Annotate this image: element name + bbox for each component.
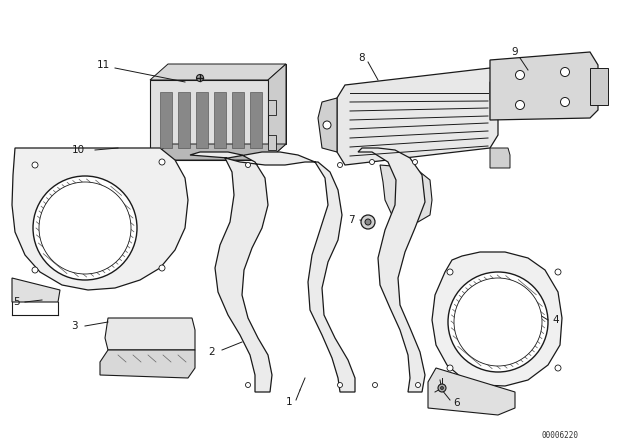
Polygon shape <box>12 278 60 302</box>
Circle shape <box>413 159 417 164</box>
Text: 1: 1 <box>285 397 292 407</box>
Circle shape <box>447 365 453 371</box>
Polygon shape <box>250 92 262 148</box>
Polygon shape <box>432 252 562 386</box>
Polygon shape <box>214 92 226 148</box>
Circle shape <box>361 215 375 229</box>
Circle shape <box>39 182 131 274</box>
Circle shape <box>337 163 342 168</box>
Text: 9: 9 <box>511 47 518 57</box>
Text: 10: 10 <box>72 145 85 155</box>
Circle shape <box>246 383 250 388</box>
Circle shape <box>323 121 331 129</box>
Text: 6: 6 <box>453 398 460 408</box>
Polygon shape <box>150 144 286 160</box>
Circle shape <box>438 384 446 392</box>
Polygon shape <box>268 135 276 150</box>
Polygon shape <box>100 350 195 378</box>
Circle shape <box>372 383 378 388</box>
Polygon shape <box>150 64 286 80</box>
Polygon shape <box>490 52 598 120</box>
Polygon shape <box>490 148 510 168</box>
Circle shape <box>415 383 420 388</box>
Circle shape <box>246 163 250 168</box>
Polygon shape <box>428 368 515 415</box>
Polygon shape <box>318 98 337 152</box>
Circle shape <box>447 269 453 275</box>
Polygon shape <box>178 92 190 148</box>
Circle shape <box>555 365 561 371</box>
Text: 8: 8 <box>358 53 365 63</box>
Circle shape <box>337 383 342 388</box>
Circle shape <box>365 219 371 225</box>
Circle shape <box>454 278 542 366</box>
Polygon shape <box>160 92 172 148</box>
Polygon shape <box>590 68 608 105</box>
Circle shape <box>440 387 444 389</box>
Polygon shape <box>232 92 244 148</box>
Text: 7: 7 <box>348 215 355 225</box>
Polygon shape <box>358 148 425 392</box>
Polygon shape <box>190 152 355 392</box>
Text: 4: 4 <box>552 315 559 325</box>
Circle shape <box>561 98 570 107</box>
Polygon shape <box>12 148 188 290</box>
Circle shape <box>196 74 204 82</box>
Circle shape <box>159 159 165 165</box>
Polygon shape <box>380 165 432 222</box>
Circle shape <box>33 176 137 280</box>
Text: 2: 2 <box>209 347 215 357</box>
Text: 00006220: 00006220 <box>541 431 579 439</box>
Circle shape <box>448 272 548 372</box>
Circle shape <box>515 70 525 79</box>
Circle shape <box>561 68 570 77</box>
Polygon shape <box>268 64 286 160</box>
Circle shape <box>369 159 374 164</box>
Polygon shape <box>150 80 268 160</box>
Circle shape <box>515 100 525 109</box>
Circle shape <box>32 267 38 273</box>
Polygon shape <box>105 318 195 350</box>
Circle shape <box>159 265 165 271</box>
Polygon shape <box>168 64 286 144</box>
Polygon shape <box>490 78 510 100</box>
Text: 11: 11 <box>97 60 110 70</box>
Polygon shape <box>268 100 276 115</box>
Polygon shape <box>337 68 498 165</box>
Polygon shape <box>196 92 208 148</box>
Text: 3: 3 <box>72 321 78 331</box>
Text: 5: 5 <box>13 297 20 307</box>
Circle shape <box>555 269 561 275</box>
Circle shape <box>32 162 38 168</box>
